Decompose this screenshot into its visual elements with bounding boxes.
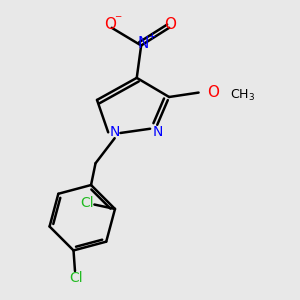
Text: N: N <box>110 125 120 139</box>
Text: O: O <box>207 85 219 100</box>
Text: O: O <box>165 17 177 32</box>
Text: O: O <box>104 17 116 32</box>
Text: $^{-}$: $^{-}$ <box>114 13 122 26</box>
Text: Cl: Cl <box>70 271 83 284</box>
Text: $^{+}$: $^{+}$ <box>148 32 157 46</box>
Text: CH$_3$: CH$_3$ <box>230 88 255 103</box>
Text: Cl: Cl <box>80 196 94 210</box>
Text: N: N <box>152 125 163 139</box>
Text: N: N <box>138 37 149 52</box>
